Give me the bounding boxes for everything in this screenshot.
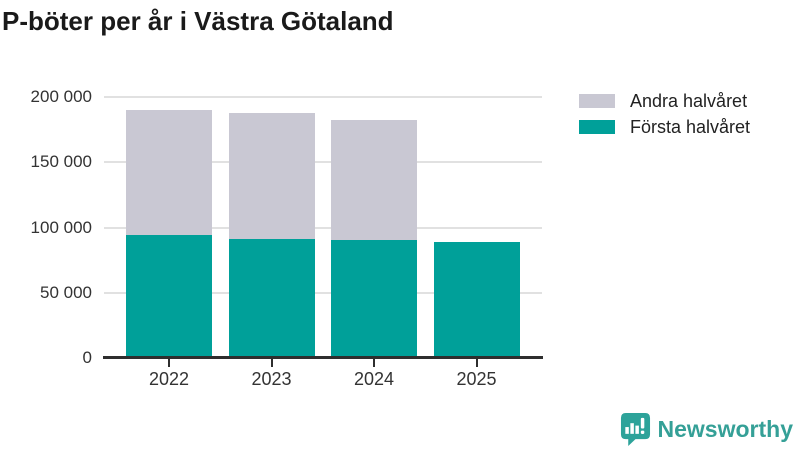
newsworthy-logo-text: Newsworthy bbox=[657, 415, 793, 442]
y-tick-label: 0 bbox=[82, 348, 92, 367]
x-tick-label: 2025 bbox=[456, 369, 497, 389]
y-tick-label: 200 000 bbox=[30, 87, 92, 106]
y-tick-label: 50 000 bbox=[40, 282, 92, 302]
x-tick bbox=[475, 359, 478, 367]
bar-chart-speech-bubble-icon bbox=[620, 413, 650, 446]
y-tick-label: 150 000 bbox=[30, 152, 92, 172]
x-tick-label: 2023 bbox=[251, 369, 292, 389]
legend-label: Andra halvåret bbox=[630, 90, 748, 111]
bar-segment-second-half bbox=[126, 110, 212, 236]
legend-item: Andra halvåret bbox=[579, 91, 750, 111]
bar-segment-first-half bbox=[228, 238, 315, 358]
x-axis-line bbox=[103, 356, 543, 359]
gridline bbox=[104, 226, 542, 229]
bar-segment-first-half bbox=[126, 235, 212, 358]
x-tick-label: 2024 bbox=[353, 369, 395, 389]
x-tick-label: 2022 bbox=[148, 369, 190, 389]
bar-segment-first-half bbox=[331, 240, 417, 358]
legend-swatch bbox=[579, 120, 615, 134]
legend-swatch bbox=[579, 94, 615, 108]
gridline bbox=[104, 96, 542, 98]
legend: Andra halvåret Första halvåret bbox=[579, 91, 750, 146]
x-tick bbox=[270, 359, 273, 367]
gridline bbox=[104, 291, 542, 294]
newsworthy-logo: Newsworthy bbox=[620, 412, 793, 446]
y-tick-label: 100 000 bbox=[30, 217, 92, 237]
y-axis-labels: 0 50 000 100 000 150 000 200 000 bbox=[0, 87, 92, 367]
plot-area bbox=[104, 96, 542, 358]
bar-segment-second-half bbox=[331, 119, 417, 241]
legend-label: Första halvåret bbox=[630, 116, 751, 137]
gridline bbox=[104, 161, 542, 164]
x-tick bbox=[168, 359, 170, 367]
bar-segment-first-half bbox=[433, 242, 520, 358]
bar-segment-second-half bbox=[228, 113, 315, 239]
x-tick bbox=[373, 359, 375, 367]
legend-item: Första halvåret bbox=[579, 117, 750, 137]
chart-title: P-böter per år i Västra Götaland bbox=[2, 6, 394, 36]
